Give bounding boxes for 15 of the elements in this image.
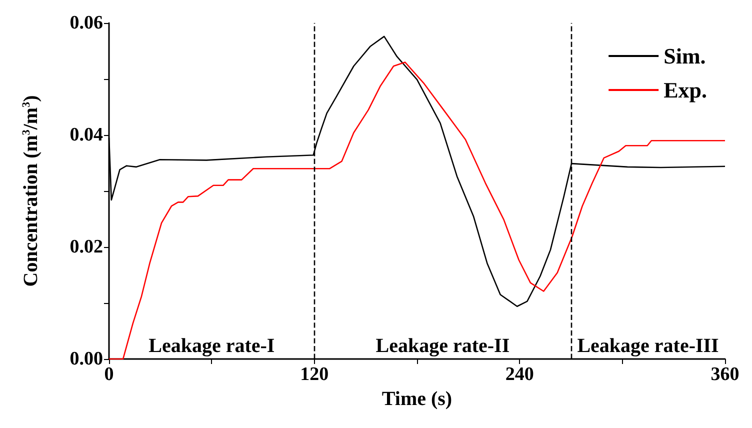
annotation: Leakage rate-III: [577, 335, 720, 357]
y-tick-label: 0.00: [70, 348, 103, 370]
legend-label: Sim.: [664, 44, 706, 68]
annotation: Leakage rate-I: [148, 335, 275, 357]
annotation: Leakage rate-II: [376, 335, 510, 357]
x-tick-label: 120: [300, 364, 329, 385]
x-tick-label: 0: [104, 364, 114, 385]
legend-label: Exp.: [664, 78, 708, 102]
x-axis-title: Time (s): [382, 388, 452, 410]
y-axis-title: Concentration (m3/m3): [20, 95, 42, 287]
x-tick-label: 360: [710, 364, 740, 385]
y-tick-label: 0.06: [70, 12, 103, 34]
x-tick-label: 240: [505, 364, 534, 385]
y-tick-label: 0.02: [70, 236, 103, 258]
y-tick-label: 0.04: [70, 124, 104, 146]
